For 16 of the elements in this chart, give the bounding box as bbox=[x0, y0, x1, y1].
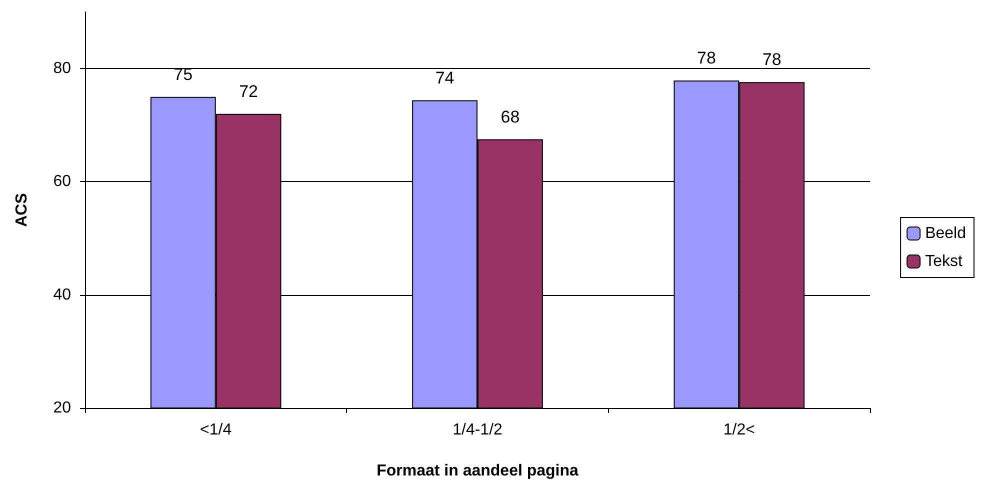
x-tick-label: <1/4 bbox=[200, 422, 232, 438]
y-tick-label: 20 bbox=[53, 400, 72, 416]
data-label: 78 bbox=[696, 48, 716, 68]
data-label: 78 bbox=[762, 50, 782, 70]
data-label: 74 bbox=[435, 68, 454, 88]
legend-label: Beeld bbox=[925, 225, 966, 242]
x-tick-label: 1/2< bbox=[723, 422, 755, 438]
data-label: 72 bbox=[239, 82, 258, 101]
data-label: 68 bbox=[500, 107, 520, 126]
y-axis-title: ACS bbox=[14, 192, 30, 227]
y-tick-label: 60 bbox=[53, 173, 72, 190]
y-tick-label: 80 bbox=[53, 60, 72, 78]
legend-label: Tekst bbox=[925, 253, 963, 270]
x-tick-label: 1/4-1/2 bbox=[452, 422, 503, 438]
y-tick-label: 40 bbox=[53, 286, 72, 304]
x-axis-title: Formaat in aandeel pagina bbox=[376, 462, 579, 480]
